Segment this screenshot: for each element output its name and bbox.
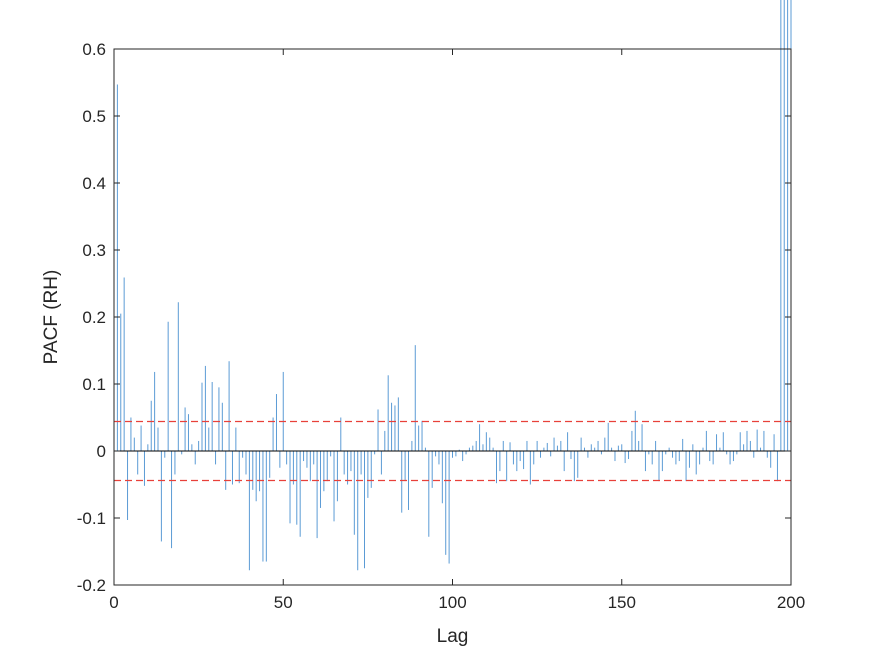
y-axis-label: PACF (RH) [41, 270, 62, 365]
x-tick-label: 0 [109, 593, 118, 612]
y-tick-label: 0 [97, 442, 106, 461]
y-tick-label: 0.3 [82, 241, 106, 260]
x-axis-ticks: 0 50 100 150 200 [109, 49, 805, 612]
plot-area [114, 49, 791, 585]
y-tick-label: -0.1 [77, 509, 106, 528]
y-tick-label: 0.6 [82, 40, 106, 59]
x-tick-label: 150 [608, 593, 636, 612]
y-tick-label: -0.2 [77, 576, 106, 595]
y-tick-label: 0.5 [82, 107, 106, 126]
y-axis-ticks: -0.2 -0.1 0 0.1 0.2 0.3 0.4 0.5 0.6 [77, 40, 791, 595]
y-tick-label: 0.2 [82, 308, 106, 327]
y-tick-label: 0.1 [82, 375, 106, 394]
y-tick-label: 0.4 [82, 174, 106, 193]
x-tick-label: 100 [438, 593, 466, 612]
x-tick-label: 200 [777, 593, 805, 612]
x-tick-label: 50 [274, 593, 293, 612]
x-axis-label: Lag [437, 626, 469, 647]
